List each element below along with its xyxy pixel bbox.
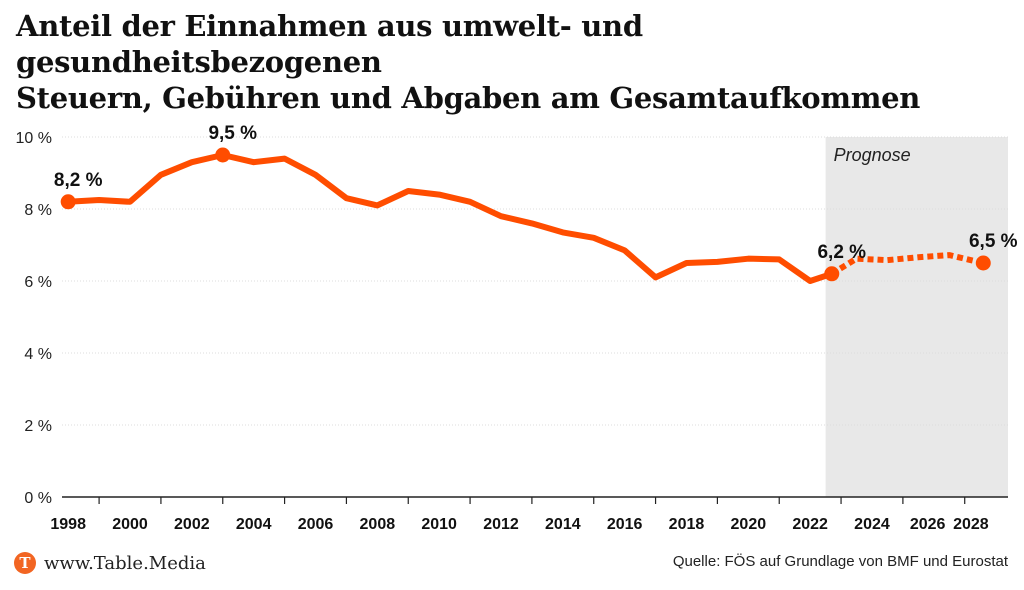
x-tick-label: 2028 — [953, 516, 989, 533]
x-tick-label: 2018 — [669, 516, 705, 533]
data-label: 6,2 % — [817, 242, 866, 263]
y-tick-label: 2 % — [24, 418, 52, 435]
data-label: 6,5 % — [969, 231, 1018, 252]
chart-title-line-1: Anteil der Einnahmen aus umwelt- und ges… — [16, 9, 643, 79]
source-note: Quelle: FÖS auf Grundlage von BMF und Eu… — [672, 553, 1008, 570]
forecast-line — [830, 252, 984, 277]
data-point-marker — [975, 255, 991, 271]
x-tick-label: 2022 — [792, 516, 828, 533]
actual-line — [65, 152, 835, 284]
y-tick-label: 8 % — [24, 202, 52, 219]
x-tick-label: 2026 — [910, 516, 946, 533]
x-tick-label: 2006 — [298, 516, 334, 533]
table-media-logo-icon: T — [14, 552, 36, 574]
y-tick-label: 6 % — [24, 274, 52, 291]
x-tick-label: 2008 — [360, 516, 396, 533]
chart-title-line-2: Steuern, Gebühren und Abgaben am Gesamta… — [16, 81, 921, 115]
data-point-marker — [60, 194, 76, 210]
x-tick-label: 2002 — [174, 516, 210, 533]
forecast-area — [825, 137, 1008, 497]
chart-title: Anteil der Einnahmen aus umwelt- und ges… — [16, 8, 1016, 116]
x-tick-label: 2000 — [112, 516, 148, 533]
data-point-marker — [824, 266, 840, 282]
brand[interactable]: T www.Table.Media — [14, 550, 206, 576]
y-tick-label: 10 % — [16, 130, 52, 147]
x-tick-label: 2024 — [854, 516, 890, 533]
data-label: 8,2 % — [54, 170, 103, 191]
data-point-marker — [215, 147, 231, 163]
x-tick-label: 2010 — [421, 516, 457, 533]
x-tick-label: 2014 — [545, 516, 581, 533]
x-tick-label: 2016 — [607, 516, 643, 533]
x-tick-label: 2020 — [731, 516, 767, 533]
data-label: 9,5 % — [208, 123, 257, 144]
y-tick-label: 4 % — [24, 346, 52, 363]
x-tick-label: 1998 — [50, 516, 86, 533]
x-tick-label: 2004 — [236, 516, 272, 533]
brand-url[interactable]: www.Table.Media — [44, 552, 206, 574]
forecast-label: Prognose — [834, 145, 911, 165]
x-tick-label: 2012 — [483, 516, 519, 533]
y-tick-label: 0 % — [24, 490, 52, 507]
